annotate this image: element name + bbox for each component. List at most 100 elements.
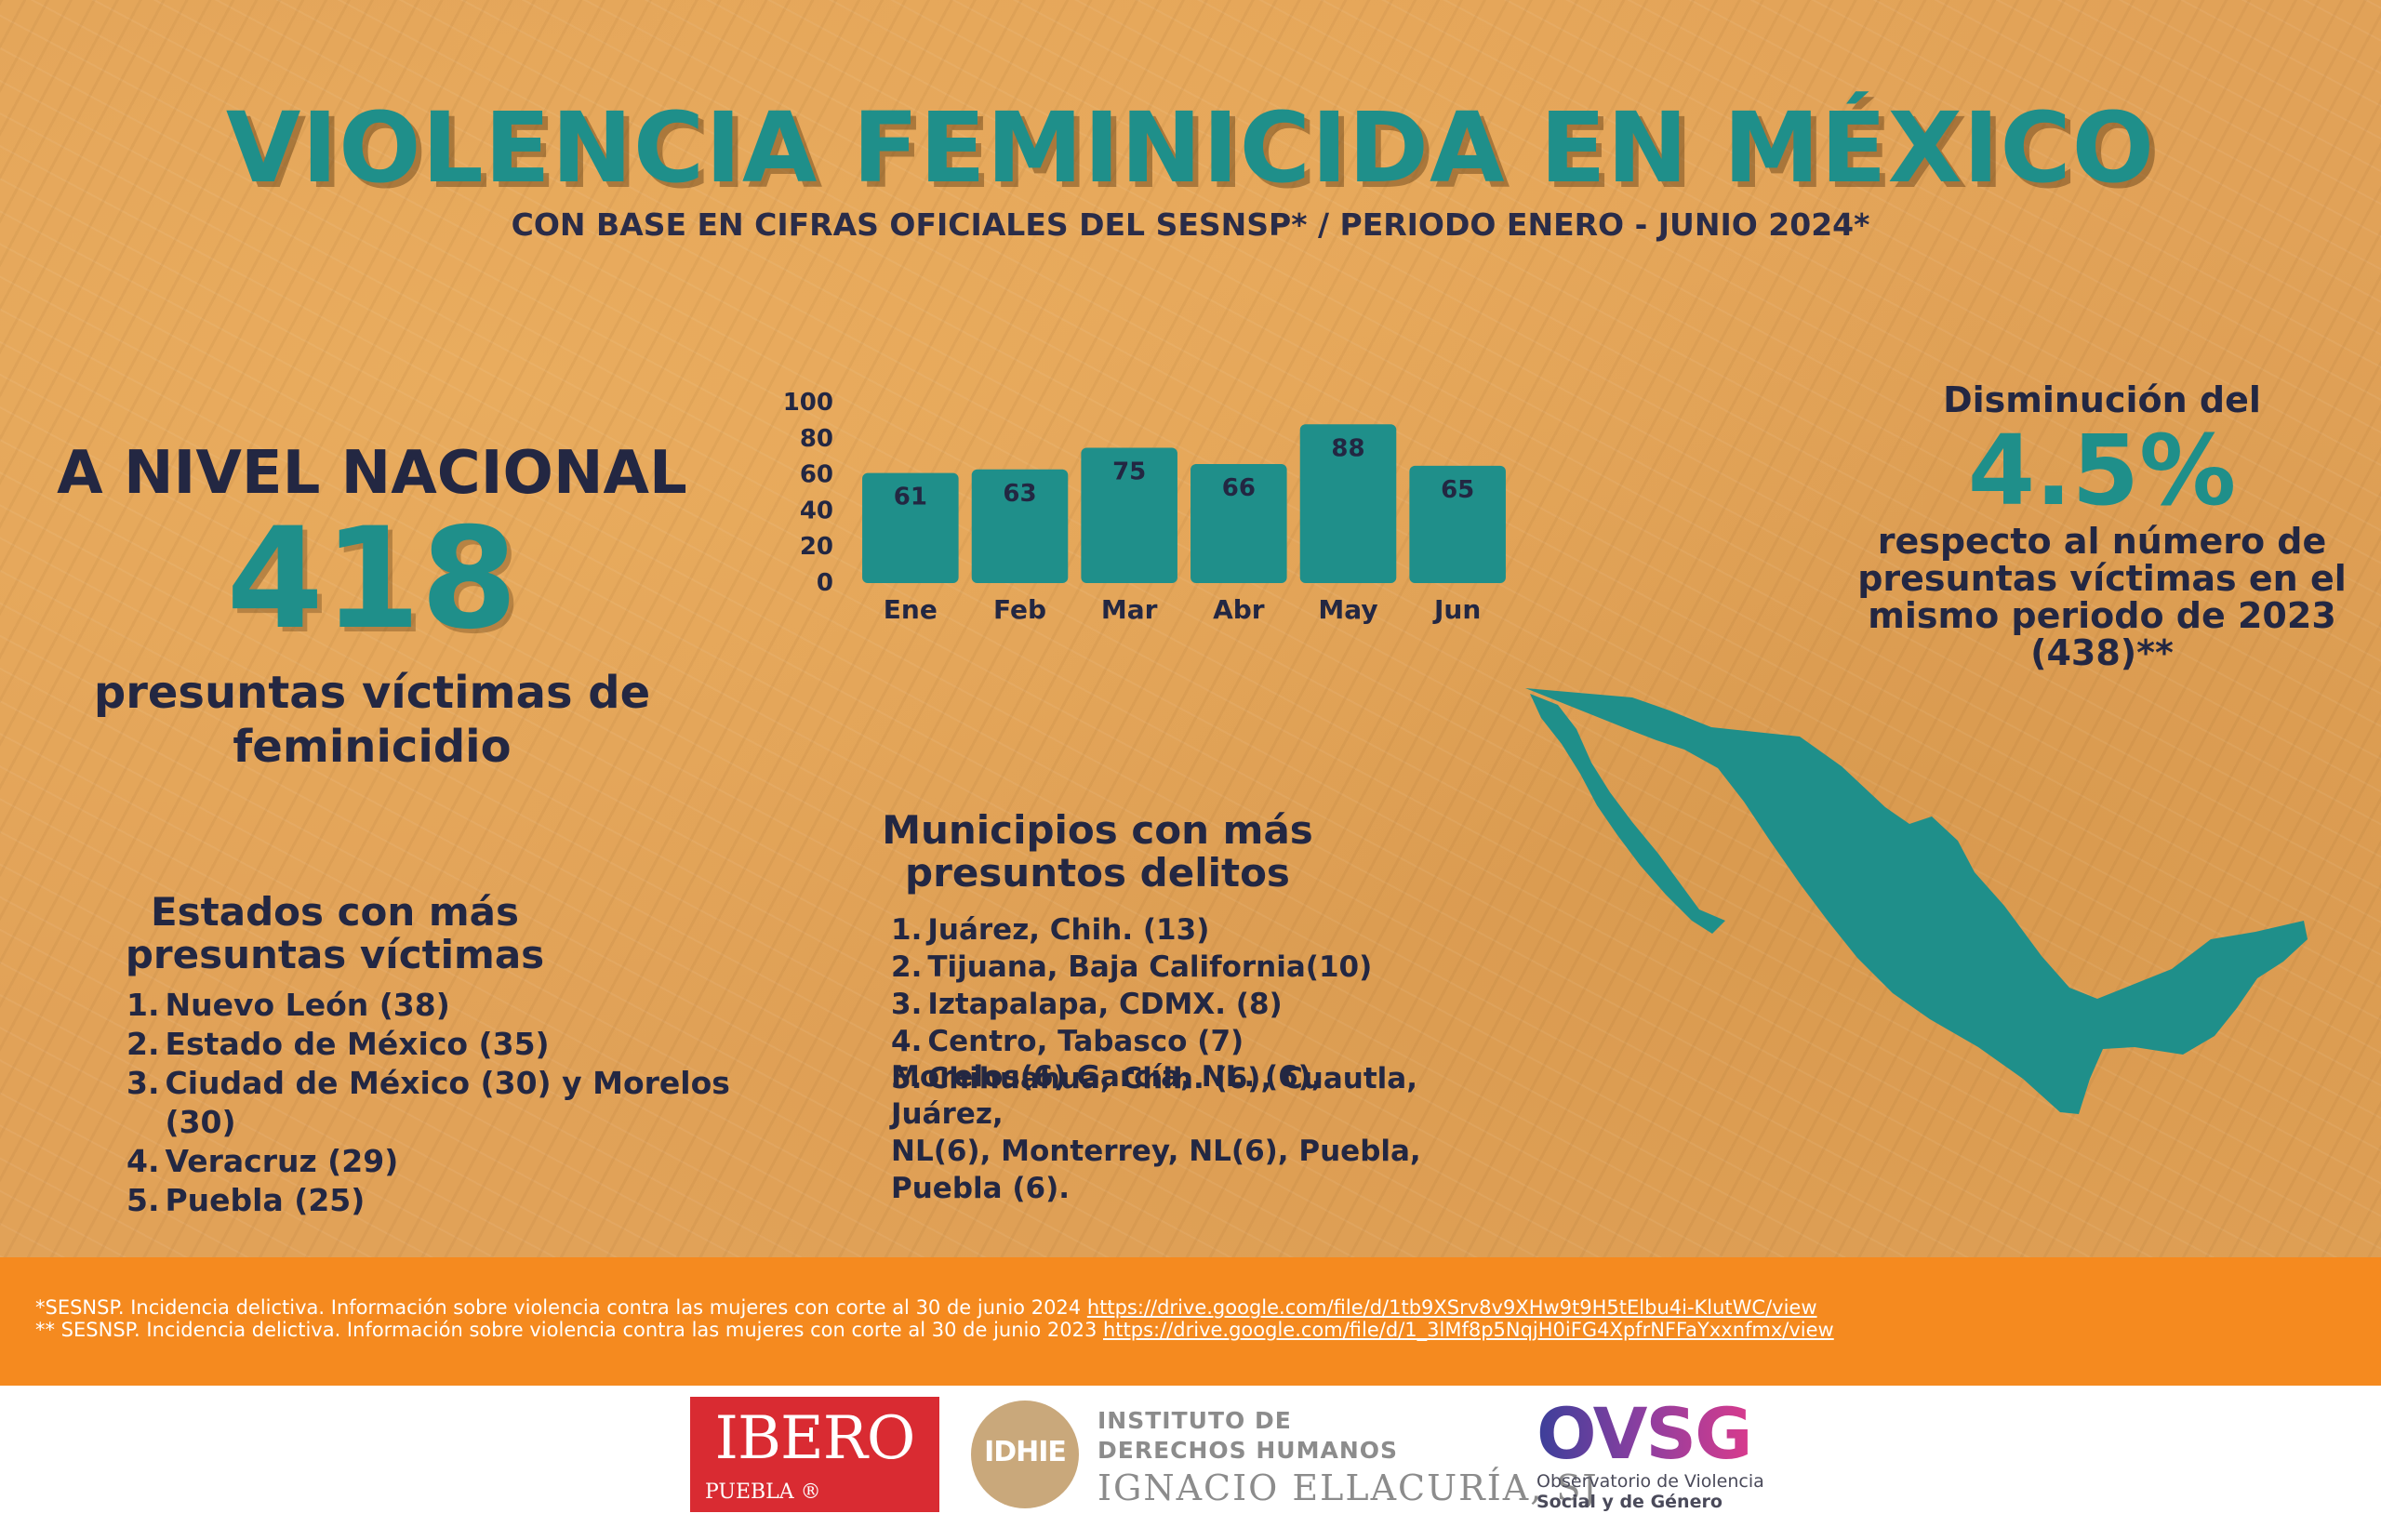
municipalities-list-title: Municipios con más presuntos delitos: [856, 809, 1339, 895]
ibero-logo-name: IBERO: [714, 1404, 916, 1473]
list-item: 3. Ciudad de México (30) y Morelos (30): [126, 1064, 796, 1142]
x-tick-label: May: [1318, 594, 1377, 625]
national-description-line-2: feminicidio: [233, 721, 512, 773]
states-list: 1. Nuevo León (38) 2. Estado de México (35…: [126, 986, 796, 1220]
ovsg-logo-line-2: Social y de Género: [1536, 1492, 1723, 1512]
y-tick-label: 20: [800, 533, 833, 561]
page-title: VIOLENCIA FEMINICIDA EN MÉXICO: [225, 91, 2156, 205]
y-tick-label: 80: [800, 425, 833, 453]
list-item-number: 3.: [891, 988, 923, 1021]
list-item: 5. Puebla (25): [126, 1181, 796, 1220]
bar-jun: [1409, 465, 1506, 583]
y-tick-label: 40: [800, 497, 833, 524]
bar-abr: [1190, 463, 1287, 583]
list-item-text: Juárez, Chih. (13): [927, 913, 1210, 947]
footnote-1-link[interactable]: https://drive.google.com/file/d/1tb9XSrv…: [1086, 1296, 1817, 1319]
data-label: 75: [1112, 458, 1146, 486]
list-item: 5. Chihuahua, Chih. (6), Cuautla,: [891, 1060, 1449, 1097]
bar-ene: [862, 472, 959, 583]
x-tick-label: Jun: [1432, 594, 1481, 625]
municipalities-list: 1. Juárez, Chih. (13) 2. Tijuana, Baja Cal…: [891, 911, 1449, 1097]
data-label: 88: [1331, 434, 1364, 462]
poster-background: VIOLENCIA FEMINICIDA EN MÉXICO CON BASE …: [0, 0, 2381, 1257]
monthly-bar-chart: 0 20 40 60 80 100 61 Ene 63 Feb 75 Mar 66 Abr 88 May 65 J…: [783, 389, 1506, 625]
reduction-description-line-1: respecto al número de: [1877, 521, 2327, 562]
list-item: 4. Veracruz (29): [126, 1142, 796, 1181]
list-item-text: Nuevo León (38): [165, 987, 450, 1023]
ovsg-logo-name: OVSG: [1536, 1397, 1764, 1471]
list-item-text: Ciudad de México (30) y Morelos (30): [165, 1065, 730, 1140]
reduction-description-line-2: presuntas víctimas en el: [1857, 558, 2347, 599]
data-label: 63: [1003, 480, 1036, 508]
reduction-description-line-3: mismo periodo de 2023: [1868, 595, 2336, 636]
list-item-number: 4.: [891, 1025, 923, 1058]
reduction-description: respecto al número de presuntas víctimas…: [1823, 523, 2381, 671]
bar-feb: [971, 469, 1069, 583]
footnote-2-text: ** SESNSP. Incidencia delictiva. Informa…: [35, 1319, 1103, 1341]
continuation-line-2: NL(6), Monterrey, NL(6), Puebla,: [891, 1135, 1421, 1168]
list-item: 2. Tijuana, Baja California(10): [891, 949, 1449, 986]
idhie-logo-line-3: IGNACIO ELLACURÍA, SJ: [1097, 1467, 1599, 1508]
data-label: 61: [894, 484, 927, 511]
national-description: presuntas víctimas de feminicidio: [37, 666, 707, 774]
continuation-line-3: Puebla (6).: [891, 1172, 1071, 1205]
footnote-2: ** SESNSP. Incidencia delictiva. Informa…: [35, 1319, 1834, 1341]
national-label: A NIVEL NACIONAL: [57, 439, 687, 508]
idhie-logo-line-2: DERECHOS HUMANOS: [1097, 1437, 1399, 1464]
footnote-2-link[interactable]: https://drive.google.com/file/d/1_3lMf8p…: [1103, 1319, 1834, 1341]
municipalities-list-continuation: Morelos(6) García, NL. (6), Juárez, NL(6…: [891, 1058, 1421, 1207]
list-item: 4. Centro, Tabasco (7): [891, 1023, 1449, 1060]
list-item-text: Estado de México (35): [165, 1026, 550, 1062]
footnotes-band: [0, 1257, 2381, 1386]
data-label: 65: [1441, 476, 1474, 504]
states-list-title: Estados con más presuntas víctimas: [93, 891, 577, 976]
page-subtitle: CON BASE EN CIFRAS OFICIALES DEL SESNSP*…: [511, 206, 1870, 243]
states-list-title-line-2: presuntas víctimas: [125, 932, 545, 977]
list-item: 1. Juárez, Chih. (13): [891, 911, 1449, 949]
list-item: 1. Nuevo León (38): [126, 986, 796, 1025]
list-item-text: Tijuana, Baja California(10): [927, 950, 1373, 984]
data-label: 66: [1222, 474, 1256, 502]
x-tick-label: Feb: [993, 594, 1046, 625]
reduction-value: 4.5%: [1967, 414, 2237, 527]
list-item-text: Iztapalapa, CDMX. (8): [927, 988, 1283, 1021]
list-item-text: Veracruz (29): [165, 1143, 399, 1179]
footnote-1: *SESNSP. Incidencia delictiva. Informaci…: [35, 1296, 1817, 1319]
list-item-number: 3.: [126, 1065, 160, 1101]
ovsg-logo-line-1: Observatorio de Violencia: [1536, 1471, 1764, 1492]
y-tick-label: 100: [783, 389, 833, 417]
list-item-text: Chihuahua, Chih. (6), Cuautla,: [927, 1062, 1417, 1095]
continuation-line-1: Morelos(6) García, NL. (6), Juárez,: [891, 1060, 1323, 1131]
bar-mar: [1081, 447, 1177, 583]
ovsg-logo: OVSG Observatorio de Violencia Social y …: [1536, 1397, 1764, 1513]
ibero-logo-subtitle: PUEBLA ®: [705, 1480, 821, 1504]
reduction-description-line-4: (438)**: [2030, 632, 2174, 673]
states-list-title-line-1: Estados con más: [150, 889, 520, 935]
ibero-puebla-logo: IBERO PUEBLA ®: [690, 1397, 939, 1512]
idhie-logo-text: INSTITUTO DE DERECHOS HUMANOS IGNACIO EL…: [1097, 1406, 1599, 1510]
list-item-number: 1.: [126, 987, 160, 1023]
list-item-number: 1.: [891, 913, 923, 947]
mexico-map-icon: [1525, 688, 2308, 1114]
list-item-text: Puebla (25): [165, 1182, 366, 1218]
municipalities-list-title-line-2: presuntos delitos: [905, 850, 1290, 896]
idhie-logo-mark-text: IDHIE: [984, 1436, 1067, 1468]
list-item: 3. Iztapalapa, CDMX. (8): [891, 986, 1449, 1023]
municipalities-list-title-line-1: Municipios con más: [882, 807, 1313, 853]
national-total-value: 418: [226, 498, 518, 660]
y-tick-label: 60: [800, 461, 833, 489]
reduction-label: Disminución del: [1943, 379, 2261, 420]
list-item-number: 2.: [891, 950, 923, 984]
idhie-logo-mark: IDHIE: [971, 1401, 1079, 1508]
x-tick-label: Abr: [1213, 594, 1265, 625]
list-item-number: 5.: [126, 1182, 160, 1218]
list-item: 2. Estado de México (35): [126, 1025, 796, 1064]
x-tick-label: Ene: [884, 594, 938, 625]
national-description-line-1: presuntas víctimas de: [93, 667, 651, 719]
list-item-number: 4.: [126, 1143, 160, 1179]
y-tick-label: 0: [817, 569, 833, 597]
idhie-logo-line-1: INSTITUTO DE: [1097, 1407, 1292, 1434]
footnote-1-text: *SESNSP. Incidencia delictiva. Informaci…: [35, 1296, 1087, 1319]
list-item-number: 2.: [126, 1026, 160, 1062]
